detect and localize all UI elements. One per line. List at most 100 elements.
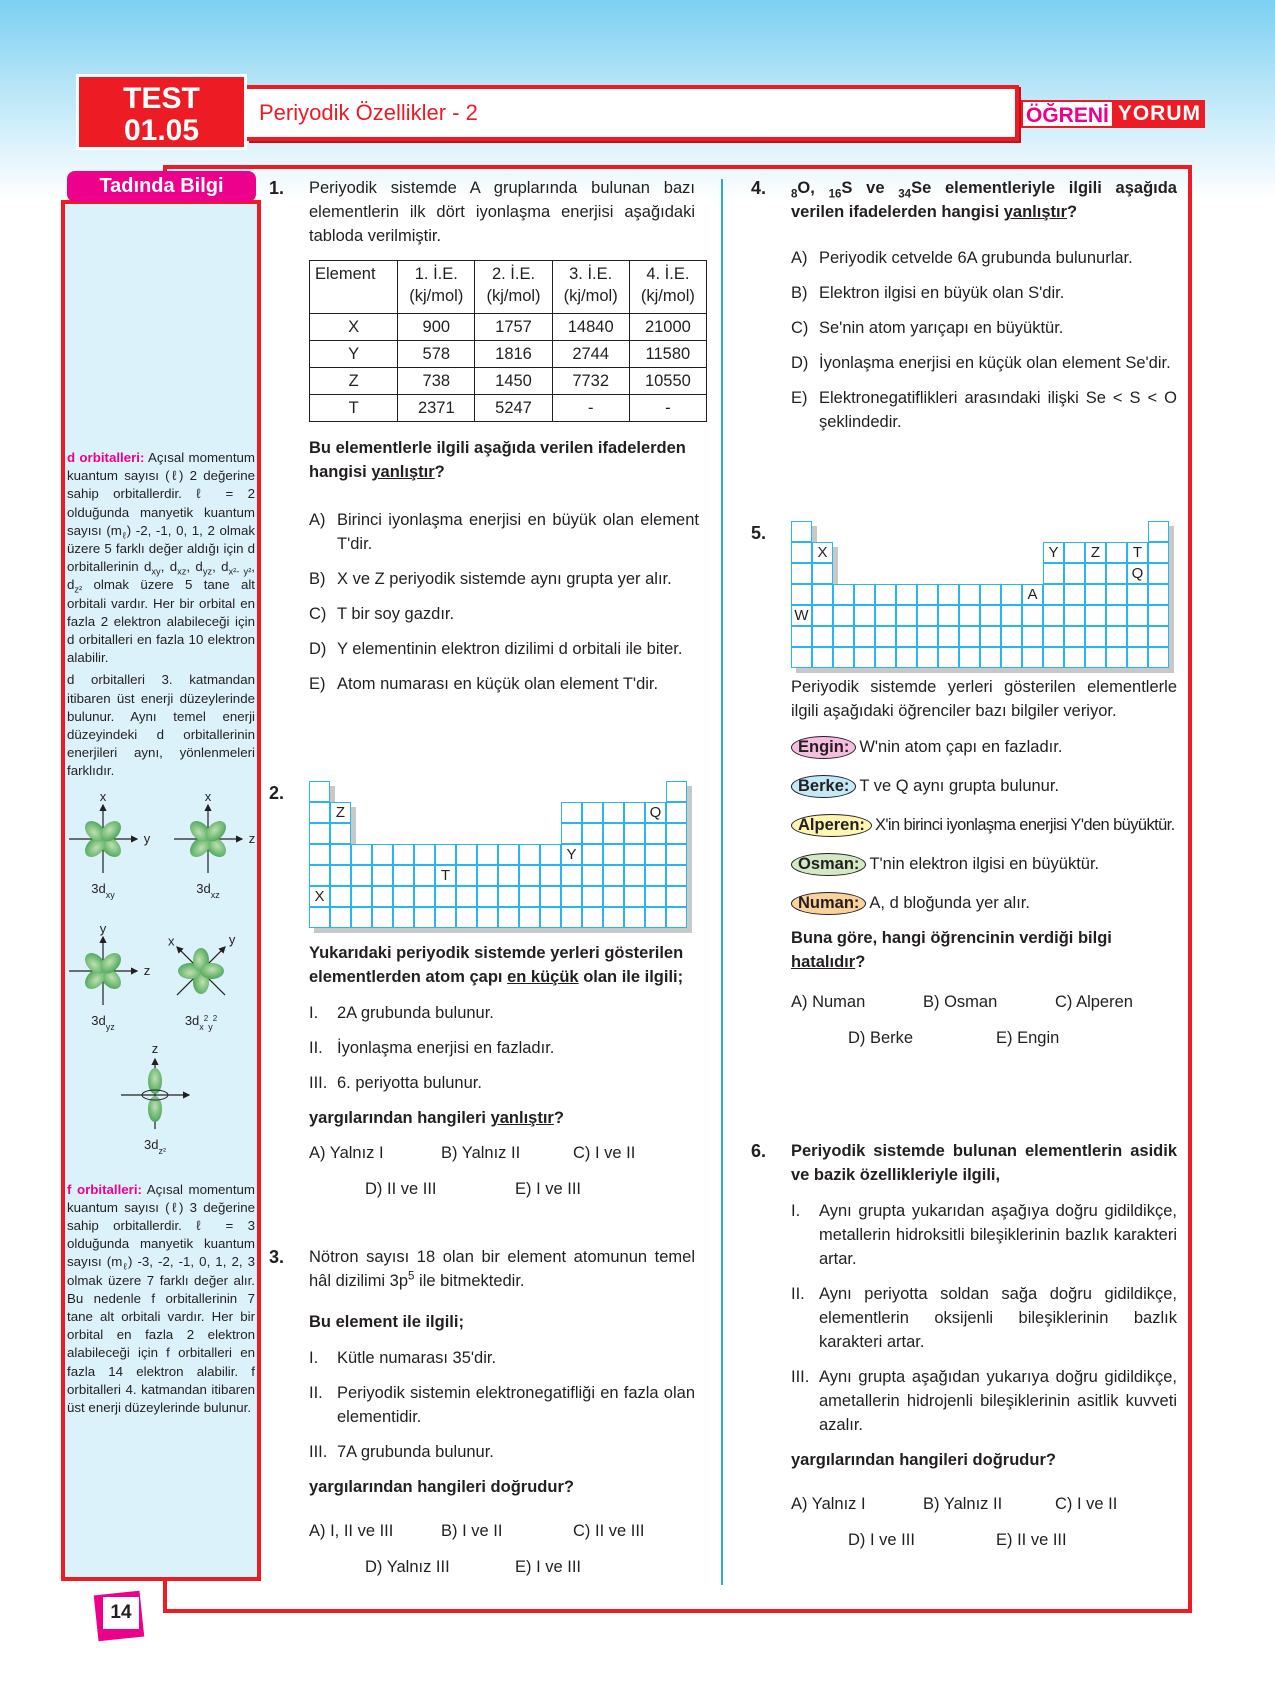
periodic-cell <box>519 844 540 865</box>
statement[interactable]: III. 6. periyotta bulunur. <box>309 1071 699 1095</box>
answer-choice[interactable]: B) I ve II <box>441 1522 503 1540</box>
statement[interactable]: II. Periyodik sistemin elektronegatifliği… <box>309 1381 695 1429</box>
periodic-cell <box>875 647 896 668</box>
periodic-cell <box>582 844 603 865</box>
periodic-cell <box>666 907 687 928</box>
periodic-cell <box>666 802 687 823</box>
statement[interactable]: III. Aynı grupta aşağıdan yukarıya doğru … <box>791 1365 1177 1437</box>
student-claim: A, d bloğunda yer alır. <box>869 894 1030 912</box>
answer-option[interactable]: A) Periyodik cetvelde 6A grubunda bulunur… <box>791 246 1177 270</box>
answer-choice[interactable]: D) Yalnız III <box>365 1558 450 1576</box>
answer-option[interactable]: C) Se'nin atom yarıçapı en büyüktür. <box>791 316 1177 340</box>
periodic-table-q2: Z Q Y T X <box>309 781 692 933</box>
brand-part-1: ÖĞRENİ <box>1021 100 1114 128</box>
table-cell: 21000 <box>628 313 708 341</box>
d-orbitals-note-2: d orbitalleri 3. katmandan itibaren üst … <box>67 672 255 779</box>
orbital-label: 3dxz <box>196 881 220 900</box>
periodic-cell <box>959 605 980 626</box>
periodic-cell <box>791 521 812 542</box>
answer-choice[interactable]: C) Alperen <box>1055 993 1133 1011</box>
answer-choice[interactable]: D) Berke <box>848 1029 914 1047</box>
answer-choice[interactable]: E) I ve III <box>515 1180 582 1198</box>
answer-choice[interactable]: C) I ve II <box>573 1144 636 1162</box>
table-cell: 1816 <box>474 340 553 368</box>
subscript: 16 <box>828 188 842 201</box>
answer-choice[interactable]: B) Yalnız II <box>441 1144 521 1162</box>
option-label: A) <box>791 249 808 267</box>
periodic-cell <box>1043 626 1064 647</box>
option-text: Periyodik cetvelde 6A grubunda bulunurla… <box>819 249 1133 267</box>
statement[interactable]: I. Kütle numarası 35'dir. <box>309 1346 695 1370</box>
text-run: ile bitmektedir. <box>414 1272 525 1290</box>
orbital-lobe <box>85 820 106 842</box>
periodic-cell <box>309 802 330 823</box>
periodic-cell <box>624 865 645 886</box>
answer-option[interactable]: B) X ve Z periyodik sistemde aynı grupta … <box>309 567 699 591</box>
answer-choice[interactable]: E) I ve III <box>515 1558 582 1576</box>
answer-choice[interactable]: A) I, II ve III <box>309 1522 394 1540</box>
option-text: 7A grubunda bulunur. <box>337 1443 494 1461</box>
statement[interactable]: I. 2A grubunda bulunur. <box>309 1001 699 1025</box>
orbital-label: 3dxy <box>91 881 115 900</box>
orbital-label: 3dyz <box>91 1013 115 1032</box>
subscript: yz <box>202 566 213 577</box>
orbital-lobe <box>205 836 226 857</box>
answer-option[interactable]: C) T bir soy gazdır. <box>309 602 699 626</box>
periodic-cell <box>414 907 435 928</box>
answer-choice[interactable]: D) I ve III <box>848 1531 915 1549</box>
text-run: Nötron sayısı 18 olan bir element atomun… <box>309 1248 695 1290</box>
periodic-cell <box>938 605 959 626</box>
label-run: 2 <box>213 1013 218 1022</box>
student-statement: Numan: A, d bloğunda yer alır. <box>791 891 1191 915</box>
f-orbitals-text: Açısal momentum kuantum sayısı (ℓ) 3 değ… <box>67 1182 255 1415</box>
periodic-cell <box>980 626 1001 647</box>
periodic-cell <box>582 865 603 886</box>
answer-choice[interactable]: A) Numan <box>791 993 866 1011</box>
statement[interactable]: III. 7A grubunda bulunur. <box>309 1440 695 1464</box>
periodic-cell <box>624 802 645 823</box>
orbital-torus <box>141 1089 169 1101</box>
answer-choice[interactable]: C) I ve II <box>1055 1495 1118 1513</box>
answer-option[interactable]: A) Birinci iyonlaşma enerjisi en büyük ol… <box>309 508 699 556</box>
table-row: Z 738 1450 7732 10550 <box>308 367 708 395</box>
statement[interactable]: I. Aynı grupta yukarıdan aşağıya doğru gi… <box>791 1199 1177 1271</box>
option-text: Atom numarası en küçük olan element T'di… <box>337 675 659 693</box>
answer-choice[interactable]: E) Engin <box>996 1029 1060 1047</box>
answer-choice[interactable]: D) II ve III <box>365 1180 437 1198</box>
answer-option[interactable]: E) Atom numarası en küçük olan element T'… <box>309 672 699 696</box>
answer-choice[interactable]: C) II ve III <box>573 1522 645 1540</box>
answer-option[interactable]: B) Elektron ilgisi en büyük olan S'dir. <box>791 281 1177 305</box>
periodic-cell <box>1127 647 1148 668</box>
answer-choice[interactable]: E) II ve III <box>996 1531 1067 1549</box>
periodic-cell <box>1064 584 1085 605</box>
periodic-cell <box>582 886 603 907</box>
answer-option[interactable]: E) Elektronegatiflikleri arasındaki ilişk… <box>791 386 1177 434</box>
periodic-cell <box>812 563 833 584</box>
periodic-cell <box>393 865 414 886</box>
d-orbitals-note: d orbitalleri: Açısal momentum kuantum s… <box>67 449 255 667</box>
answer-row: D) Berke E) Engin <box>791 1026 1181 1050</box>
q3-answers: A) I, II ve III B) I ve II C) II ve III D) … <box>309 1519 699 1579</box>
periodic-cell <box>1064 563 1085 584</box>
answer-choice[interactable]: B) Yalnız II <box>923 1495 1003 1513</box>
periodic-cell <box>309 823 330 844</box>
grid-shadow <box>812 526 817 547</box>
answer-option[interactable]: D) İyonlaşma enerjisi en küçük olan eleme… <box>791 351 1177 375</box>
statement[interactable]: II. İyonlaşma enerjisi en fazladır. <box>309 1036 699 1060</box>
periodic-cell <box>1064 605 1085 626</box>
statement[interactable]: II. Aynı periyotta soldan sağa doğru gidi… <box>791 1282 1177 1354</box>
periodic-cell <box>1043 647 1064 668</box>
text-run: olan ile ilgili; <box>578 968 684 986</box>
q3-stem: Nötron sayısı 18 olan bir element atomun… <box>309 1245 695 1293</box>
periodic-cell <box>414 844 435 865</box>
answer-option[interactable]: D) Y elementinin elektron dizilimi d orbi… <box>309 637 699 661</box>
answer-choice[interactable]: B) Osman <box>923 993 998 1011</box>
table-header-cell: 1. İ.E. (kj/mol) <box>397 260 476 314</box>
option-text: İyonlaşma enerjisi en küçük olan element… <box>819 354 1171 372</box>
option-label: III. <box>309 1443 328 1461</box>
periodic-cell <box>1022 647 1043 668</box>
answer-choice[interactable]: A) Yalnız I <box>791 1495 866 1513</box>
grid-shadow <box>1169 526 1174 673</box>
answer-choice[interactable]: A) Yalnız I <box>309 1144 384 1162</box>
table-cell: - <box>551 394 630 422</box>
